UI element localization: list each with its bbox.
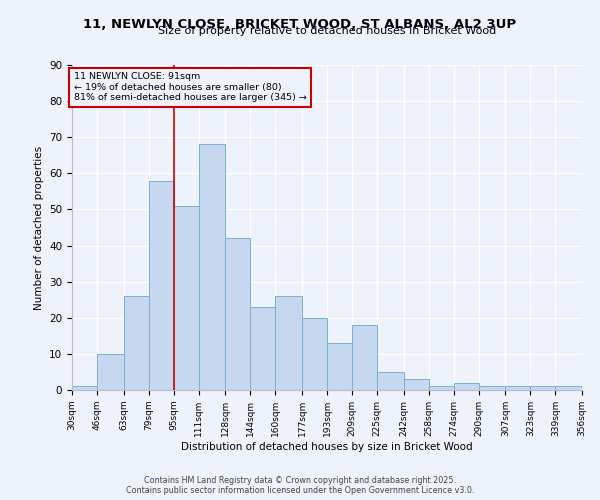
Bar [505, 386, 530, 390]
Bar [556, 386, 582, 390]
Bar [454, 383, 479, 390]
Y-axis label: Number of detached properties: Number of detached properties [34, 146, 44, 310]
Bar [404, 379, 428, 390]
Text: 11, NEWLYN CLOSE, BRICKET WOOD, ST ALBANS, AL2 3UP: 11, NEWLYN CLOSE, BRICKET WOOD, ST ALBAN… [83, 18, 517, 30]
Bar [428, 386, 454, 390]
Title: Size of property relative to detached houses in Bricket Wood: Size of property relative to detached ho… [158, 26, 496, 36]
Bar [327, 343, 352, 390]
Bar [173, 206, 199, 390]
Bar [250, 307, 275, 390]
Bar [530, 386, 556, 390]
Text: Contains HM Land Registry data © Crown copyright and database right 2025.
Contai: Contains HM Land Registry data © Crown c… [126, 476, 474, 495]
Bar [352, 325, 377, 390]
Bar [377, 372, 404, 390]
Bar [124, 296, 149, 390]
X-axis label: Distribution of detached houses by size in Bricket Wood: Distribution of detached houses by size … [181, 442, 473, 452]
Bar [226, 238, 250, 390]
Bar [149, 180, 173, 390]
Text: 11 NEWLYN CLOSE: 91sqm
← 19% of detached houses are smaller (80)
81% of semi-det: 11 NEWLYN CLOSE: 91sqm ← 19% of detached… [74, 72, 307, 102]
Bar [199, 144, 226, 390]
Bar [479, 386, 505, 390]
Bar [302, 318, 327, 390]
Bar [275, 296, 302, 390]
Bar [72, 386, 97, 390]
Bar [97, 354, 124, 390]
